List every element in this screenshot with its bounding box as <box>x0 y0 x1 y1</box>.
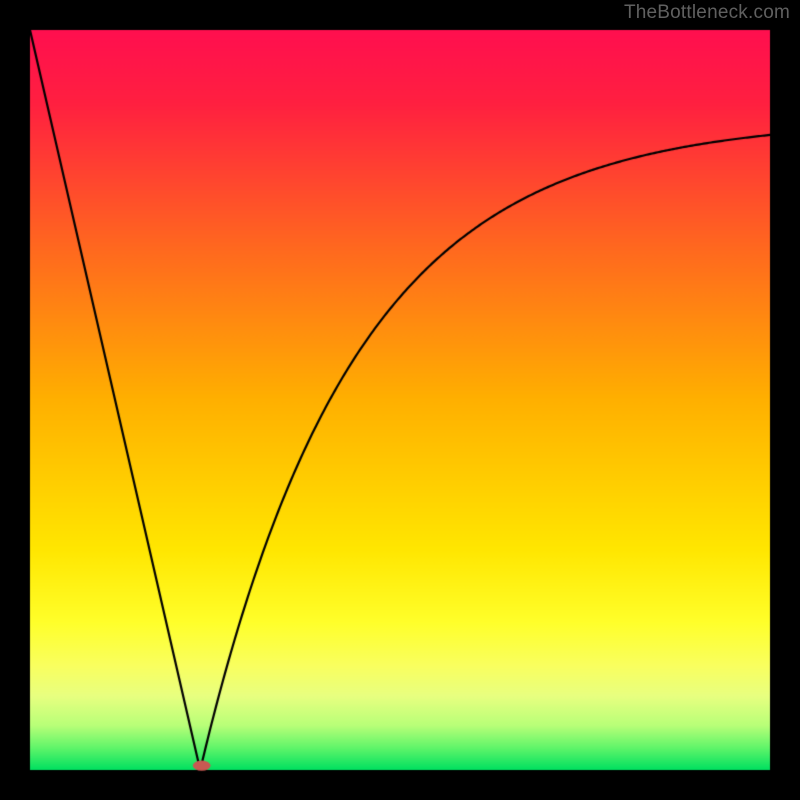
watermark-text: TheBottleneck.com <box>624 2 790 24</box>
bottleneck-gradient-chart <box>0 0 800 800</box>
